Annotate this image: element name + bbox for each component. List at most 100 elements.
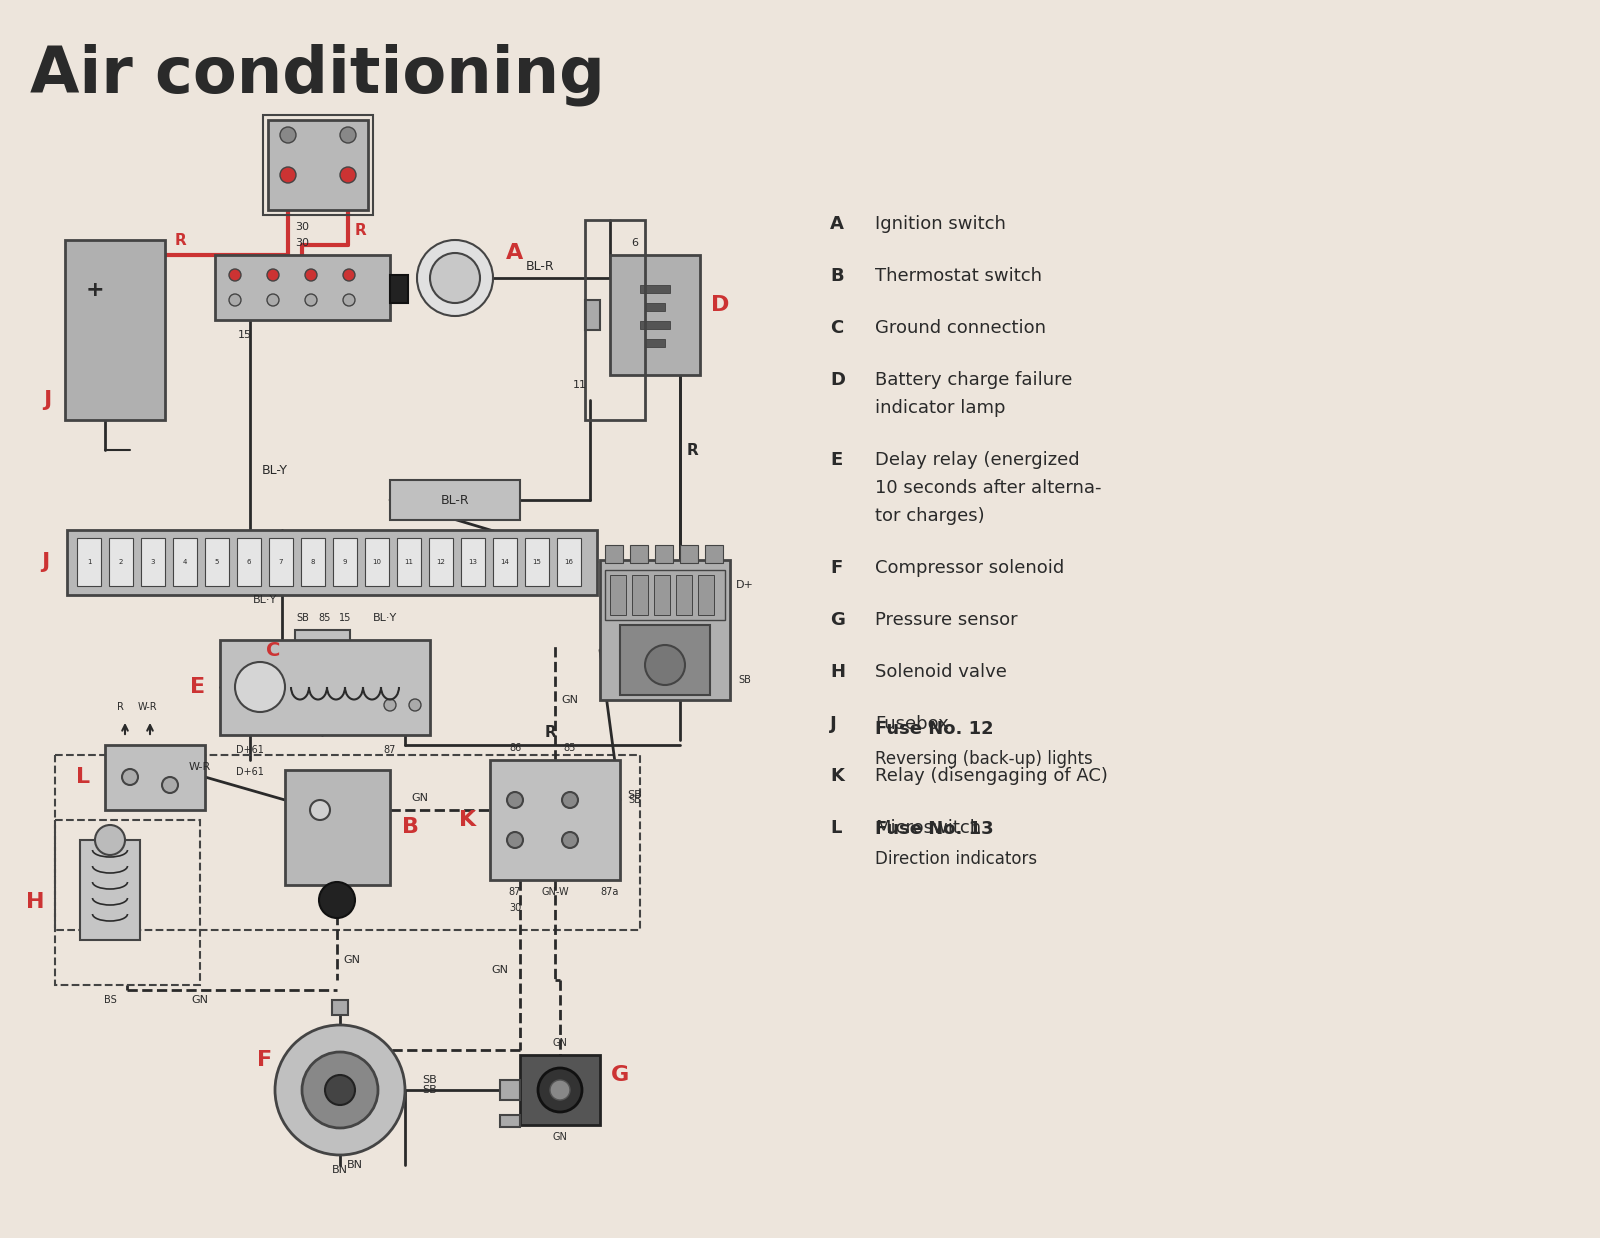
FancyBboxPatch shape <box>610 574 626 615</box>
Circle shape <box>342 293 355 306</box>
Circle shape <box>562 832 578 848</box>
FancyBboxPatch shape <box>141 539 165 586</box>
Text: GN: GN <box>491 964 509 976</box>
FancyBboxPatch shape <box>333 539 357 586</box>
Text: 16: 16 <box>565 560 573 565</box>
FancyBboxPatch shape <box>106 745 205 810</box>
Text: GN-W: GN-W <box>541 886 570 898</box>
Text: R: R <box>354 223 366 238</box>
Text: R: R <box>117 702 123 712</box>
Circle shape <box>507 832 523 848</box>
Circle shape <box>410 699 421 711</box>
Text: D: D <box>710 295 730 314</box>
Text: Ignition switch: Ignition switch <box>875 215 1006 233</box>
Text: F: F <box>830 560 842 577</box>
Text: SB: SB <box>627 790 642 800</box>
FancyBboxPatch shape <box>269 539 293 586</box>
Text: 15: 15 <box>533 560 541 565</box>
Text: R: R <box>174 233 186 248</box>
Text: D+: D+ <box>736 579 754 591</box>
Circle shape <box>318 881 355 919</box>
Text: D+61: D+61 <box>237 768 264 777</box>
Text: GN: GN <box>344 954 360 964</box>
Text: GN: GN <box>552 1132 568 1141</box>
Text: Pressure sensor: Pressure sensor <box>875 612 1018 629</box>
Text: indicator lamp: indicator lamp <box>875 399 1005 417</box>
Text: A: A <box>830 215 843 233</box>
FancyBboxPatch shape <box>501 1080 520 1101</box>
Text: Air conditioning: Air conditioning <box>30 43 605 106</box>
FancyBboxPatch shape <box>680 545 698 563</box>
Text: Reversing (back-up) lights: Reversing (back-up) lights <box>875 750 1093 768</box>
Text: 14: 14 <box>501 560 509 565</box>
FancyBboxPatch shape <box>461 539 485 586</box>
Text: J: J <box>830 716 837 733</box>
FancyBboxPatch shape <box>525 539 549 586</box>
Text: 4: 4 <box>182 560 187 565</box>
Circle shape <box>280 128 296 144</box>
Text: BL·Y: BL·Y <box>373 613 397 623</box>
FancyBboxPatch shape <box>294 630 350 670</box>
Circle shape <box>235 662 285 712</box>
Text: 87: 87 <box>509 886 522 898</box>
Text: A: A <box>506 243 523 262</box>
Circle shape <box>562 792 578 808</box>
Text: 7: 7 <box>278 560 283 565</box>
FancyBboxPatch shape <box>221 640 430 735</box>
FancyBboxPatch shape <box>490 760 621 880</box>
Text: SB: SB <box>422 1075 437 1084</box>
Text: 8: 8 <box>310 560 315 565</box>
Circle shape <box>538 1068 582 1112</box>
FancyBboxPatch shape <box>654 545 674 563</box>
Text: K: K <box>459 810 477 829</box>
Text: B: B <box>830 267 843 285</box>
Circle shape <box>384 699 397 711</box>
Text: GN: GN <box>552 1037 568 1049</box>
Text: C: C <box>830 319 843 337</box>
FancyBboxPatch shape <box>397 539 421 586</box>
Text: Compressor solenoid: Compressor solenoid <box>875 560 1064 577</box>
FancyBboxPatch shape <box>429 539 453 586</box>
Text: GN: GN <box>562 695 579 704</box>
Text: L: L <box>830 820 842 837</box>
Text: 85: 85 <box>563 743 576 753</box>
Text: Delay relay (energized: Delay relay (energized <box>875 451 1080 469</box>
Text: 30: 30 <box>509 903 522 912</box>
Text: +: + <box>86 280 104 300</box>
Text: 3: 3 <box>150 560 155 565</box>
Circle shape <box>645 645 685 685</box>
Circle shape <box>430 253 480 303</box>
FancyBboxPatch shape <box>67 530 597 595</box>
FancyBboxPatch shape <box>269 120 368 210</box>
FancyBboxPatch shape <box>600 560 730 699</box>
Text: E: E <box>830 451 842 469</box>
FancyBboxPatch shape <box>301 539 325 586</box>
Text: SB: SB <box>296 613 309 623</box>
Circle shape <box>94 825 125 855</box>
Text: G: G <box>830 612 845 629</box>
Circle shape <box>267 269 278 281</box>
Text: 1: 1 <box>86 560 91 565</box>
Text: H: H <box>26 893 45 912</box>
Text: C: C <box>266 640 280 660</box>
FancyBboxPatch shape <box>610 255 701 375</box>
Text: 5: 5 <box>214 560 219 565</box>
Text: 15: 15 <box>339 613 350 623</box>
FancyBboxPatch shape <box>605 545 622 563</box>
Text: Direction indicators: Direction indicators <box>875 851 1037 868</box>
FancyBboxPatch shape <box>640 321 670 329</box>
FancyBboxPatch shape <box>237 539 261 586</box>
Text: 30: 30 <box>294 238 309 248</box>
FancyBboxPatch shape <box>501 1115 520 1127</box>
Text: tor charges): tor charges) <box>875 508 984 525</box>
Text: 11: 11 <box>405 560 413 565</box>
Text: Fusebox: Fusebox <box>875 716 949 733</box>
Text: G: G <box>611 1065 629 1084</box>
FancyBboxPatch shape <box>80 841 141 940</box>
Text: Battery charge failure: Battery charge failure <box>875 371 1072 389</box>
FancyBboxPatch shape <box>640 285 670 293</box>
FancyBboxPatch shape <box>390 480 520 520</box>
Text: BS: BS <box>104 995 117 1005</box>
FancyBboxPatch shape <box>630 545 648 563</box>
FancyBboxPatch shape <box>205 539 229 586</box>
